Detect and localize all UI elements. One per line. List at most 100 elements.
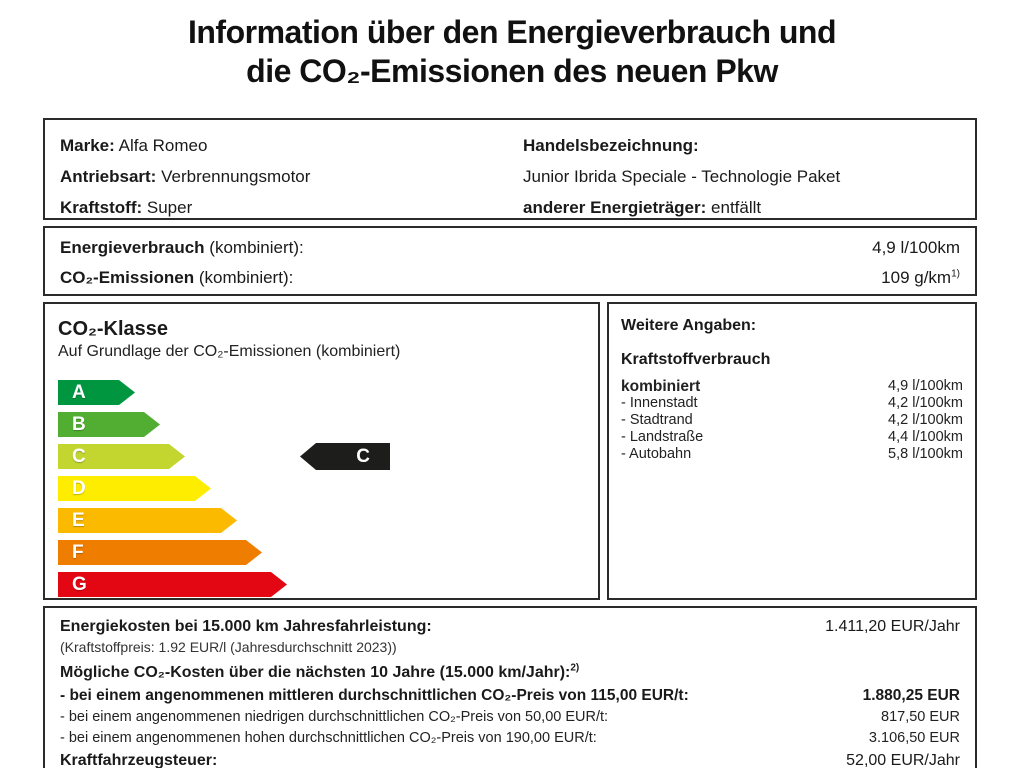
co2-kosten-footnote: 2) <box>570 662 580 674</box>
consumption-row-kombiniert: kombiniert 4,9 l/100km <box>621 378 963 395</box>
class-letter-a: A <box>72 381 86 403</box>
page-title-line1: Information über den Energieverbrauch un… <box>187 14 837 50</box>
class-bar-b: B <box>58 412 160 437</box>
co2-kosten-hoch-value: 3.106,50 EUR <box>868 730 960 746</box>
consumption-row-stadtrand: - Stadtrand 4,2 l/100km <box>621 412 963 429</box>
rating-letter: C <box>356 445 370 467</box>
class-bar-row-c: C <box>58 444 585 469</box>
handelsbezeichnung-label: Handelsbezeichnung: <box>523 136 699 155</box>
co2-kosten-hoch-label: - bei einem angenommenen hohen durchschn… <box>60 730 597 746</box>
kraftstoff-label: Kraftstoff: <box>60 198 143 217</box>
co2-kosten-mittel-value: 1.880,25 EUR <box>862 687 960 704</box>
co2-emissionen-footnote: 1) <box>951 268 960 280</box>
kraftfahrzeugsteuer-label: Kraftfahrzeugsteuer: <box>60 752 218 768</box>
consumption-label: kombiniert <box>621 378 701 395</box>
co2-class-box: CO₂-Klasse Auf Grundlage der CO₂-Emissio… <box>43 302 600 600</box>
rating-indicator-arrow: C <box>300 443 390 470</box>
class-letter-e: E <box>72 509 85 531</box>
class-bar-row-e: E <box>58 508 585 533</box>
co2-emissionen-label: CO₂-Emissionen (kombiniert): <box>60 263 293 293</box>
class-bar-f: F <box>58 540 262 565</box>
class-bar-a: A <box>58 380 135 405</box>
kraftstoffverbrauch-title: Kraftstoffverbrauch <box>621 351 771 368</box>
energiekosten-row: Energiekosten bei 15.000 km Jahresfahrle… <box>60 616 960 638</box>
co2-class-scale: A B C D E <box>58 380 585 597</box>
energiekosten-label: Energiekosten bei 15.000 km Jahresfahrle… <box>60 618 432 635</box>
kraftstoff-value: Super <box>146 198 193 217</box>
consumption-value: 4,2 l/100km <box>888 395 963 411</box>
handelsbezeichnung-value: Junior Ibrida Speciale - Technologie Pak… <box>523 167 841 186</box>
co2-emissionen-label-rest: (kombiniert): <box>194 268 294 287</box>
kraftstoffpreis-note: (Kraftstoffpreis: 1.92 EUR/l (Jahresdurc… <box>60 638 960 657</box>
consumption-label: - Landstraße <box>621 429 704 445</box>
co2-kosten-mittel-row: - bei einem angenommenen mittleren durch… <box>60 685 960 707</box>
co2-emissionen-value-text: 109 g/km <box>881 268 952 287</box>
consumption-row-landstrasse: - Landstraße 4,4 l/100km <box>621 429 963 446</box>
page-title: Information über den Energieverbrauch un… <box>0 13 1024 91</box>
class-letter-c: C <box>72 445 86 467</box>
kraftfahrzeugsteuer-value: 52,00 EUR/Jahr <box>846 752 960 768</box>
co2-kosten-niedrig-row: - bei einem angenommenen niedrigen durch… <box>60 707 960 728</box>
co2-kosten-niedrig-value: 817,50 EUR <box>881 709 960 725</box>
consumption-value: 4,9 l/100km <box>888 378 963 394</box>
kraftstoff-line: Kraftstoff: Super <box>60 192 310 223</box>
class-letter-b: B <box>72 413 86 435</box>
consumption-value: 4,2 l/100km <box>888 412 963 428</box>
antriebsart-value: Verbrennungsmotor <box>161 167 311 186</box>
energietraeger-line: anderer Energieträger: entfällt <box>523 192 840 223</box>
co2-emissionen-label-bold: CO₂-Emissionen <box>60 268 195 287</box>
marke-value: Alfa Romeo <box>118 136 208 155</box>
vehicle-info-box: Marke: Alfa Romeo Antriebsart: Verbrennu… <box>43 118 977 220</box>
energieverbrauch-value: 4,9 l/100km <box>872 238 960 257</box>
co2-kosten-mittel-label: - bei einem angenommenen mittleren durch… <box>60 687 689 704</box>
antriebsart-line: Antriebsart: Verbrennungsmotor <box>60 161 310 192</box>
class-bar-row-b: B <box>58 412 585 437</box>
co2-kosten-hoch-row: - bei einem angenommenen hohen durchschn… <box>60 728 960 749</box>
class-bar-row-d: D <box>58 476 585 501</box>
co2-kosten-label: Mögliche CO₂-Kosten über die nächsten 10… <box>60 661 579 685</box>
antriebsart-label: Antriebsart: <box>60 167 157 186</box>
class-bar-row-g: G <box>58 572 585 597</box>
co2-class-subtitle: Auf Grundlage der CO₂-Emissionen (kombin… <box>58 343 401 360</box>
class-bar-row-a: A <box>58 380 585 405</box>
energieverbrauch-label-bold: Energieverbrauch <box>60 238 205 257</box>
co2-class-title: CO₂-Klasse <box>58 318 169 340</box>
consumption-value: 5,8 l/100km <box>888 446 963 462</box>
consumption-row-autobahn: - Autobahn 5,8 l/100km <box>621 446 963 463</box>
page-title-line2: die CO₂-Emissionen des neuen Pkw <box>246 53 778 89</box>
class-bar-c: C <box>58 444 185 469</box>
marke-label: Marke: <box>60 136 115 155</box>
class-letter-g: G <box>72 573 87 595</box>
class-bar-e: E <box>58 508 237 533</box>
energieverbrauch-row: Energieverbrauch (kombiniert): 4,9 l/100… <box>45 233 975 263</box>
co2-emissionen-value: 109 g/km1) <box>881 263 960 293</box>
energy-summary-box: Energieverbrauch (kombiniert): 4,9 l/100… <box>43 226 977 296</box>
energiekosten-value: 1.411,20 EUR/Jahr <box>825 618 960 635</box>
co2-kosten-header-row: Mögliche CO₂-Kosten über die nächsten 10… <box>60 661 960 685</box>
marke-line: Marke: Alfa Romeo <box>60 130 310 161</box>
co2-kosten-label-text: Mögliche CO₂-Kosten über die nächsten 10… <box>60 664 571 681</box>
consumption-row-innenstadt: - Innenstadt 4,2 l/100km <box>621 395 963 412</box>
class-bar-d: D <box>58 476 211 501</box>
kraftfahrzeugsteuer-row: Kraftfahrzeugsteuer: 52,00 EUR/Jahr <box>60 749 960 768</box>
kraftstoffpreis-note-text: (Kraftstoffpreis: 1.92 EUR/l (Jahresdurc… <box>60 639 397 655</box>
vehicle-info-right-column: Handelsbezeichnung: Junior Ibrida Specia… <box>523 130 840 223</box>
weitere-angaben-box: Weitere Angaben: Kraftstoffverbrauch kom… <box>607 302 977 600</box>
weitere-angaben-title: Weitere Angaben: <box>621 317 757 334</box>
consumption-label: - Stadtrand <box>621 412 693 428</box>
vehicle-info-left-column: Marke: Alfa Romeo Antriebsart: Verbrennu… <box>60 130 310 223</box>
energieverbrauch-label: Energieverbrauch (kombiniert): <box>60 233 304 263</box>
energietraeger-value: entfällt <box>711 198 762 217</box>
energieverbrauch-label-rest: (kombiniert): <box>204 238 304 257</box>
co2-kosten-niedrig-label: - bei einem angenommenen niedrigen durch… <box>60 709 609 725</box>
energietraeger-label: anderer Energieträger: <box>523 198 707 217</box>
class-letter-f: F <box>72 541 84 563</box>
consumption-label: - Autobahn <box>621 446 692 462</box>
class-letter-d: D <box>72 477 86 499</box>
co2-emissionen-row: CO₂-Emissionen (kombiniert): 109 g/km1) <box>45 263 975 293</box>
costs-box: Energiekosten bei 15.000 km Jahresfahrle… <box>43 606 977 768</box>
consumption-value: 4,4 l/100km <box>888 429 963 445</box>
class-bar-row-f: F <box>58 540 585 565</box>
class-bar-g: G <box>58 572 287 597</box>
